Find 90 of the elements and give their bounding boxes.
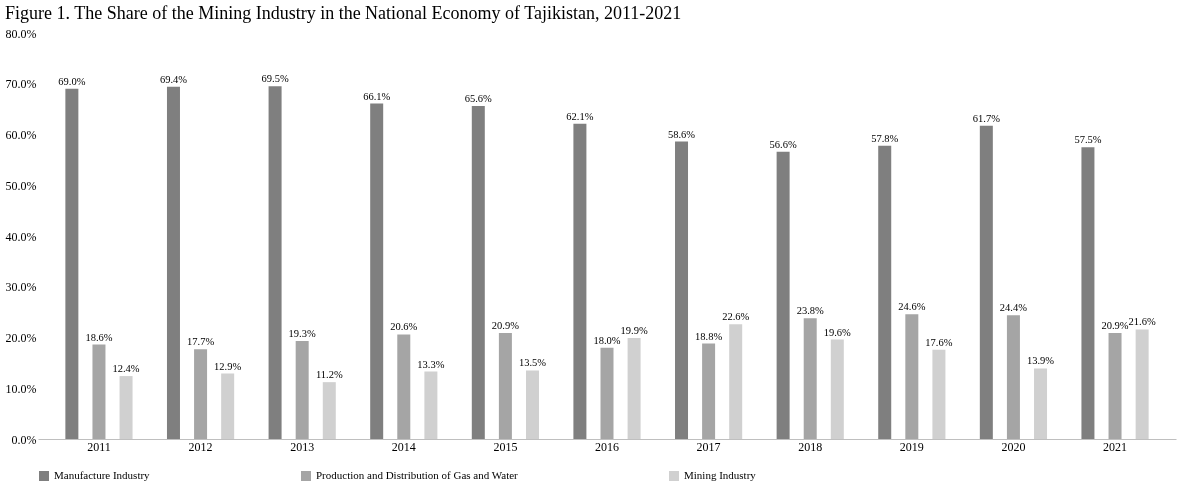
bar — [295, 341, 309, 439]
bar — [525, 370, 539, 439]
data-label: 13.9% — [1026, 355, 1055, 367]
bar — [92, 344, 106, 439]
data-label: 22.6% — [722, 311, 750, 323]
bar — [675, 141, 689, 439]
bar — [119, 376, 133, 439]
data-label: 18.6% — [85, 331, 113, 343]
bar — [905, 314, 919, 439]
data-label: 13.3% — [417, 358, 445, 370]
bar — [498, 332, 512, 439]
y-tick-label: 10.0% — [5, 381, 37, 396]
bar — [573, 123, 587, 439]
x-tick-label: 2012 — [188, 439, 213, 454]
x-tick-label: 2015 — [493, 439, 518, 454]
x-tick-label: 2016 — [595, 439, 619, 454]
data-label: 69.4% — [159, 73, 188, 85]
bar — [1135, 329, 1149, 439]
bar — [1081, 147, 1095, 439]
bar — [322, 382, 336, 439]
data-label: 13.5% — [518, 357, 547, 369]
data-label: 24.4% — [999, 302, 1028, 314]
data-label: 12.4% — [112, 363, 140, 375]
data-label: 57.5% — [1074, 134, 1102, 146]
y-tick-label: 30.0% — [5, 280, 37, 295]
bar — [729, 324, 743, 439]
bar — [397, 334, 411, 439]
bar — [600, 347, 614, 439]
legend-label: Manufacture Industry — [54, 469, 151, 481]
chart-title: Figure 1. The Share of the Mining Industry in the National Economy of Tajikistan, 2011-2021 — [5, 3, 682, 23]
data-label: 18.0% — [593, 334, 621, 346]
bar — [803, 318, 817, 439]
x-tick-label: 2011 — [87, 439, 111, 454]
data-label: 58.6% — [667, 128, 696, 140]
x-tick-label: 2021 — [1103, 439, 1128, 454]
y-tick-label: 60.0% — [5, 128, 37, 142]
bar — [268, 86, 282, 439]
bar — [1006, 315, 1020, 439]
y-tick-label: 70.0% — [5, 77, 37, 92]
data-label: 18.8% — [695, 330, 723, 342]
bar — [194, 349, 208, 439]
bar — [1034, 368, 1048, 439]
bar — [776, 151, 790, 439]
data-label: 12.9% — [214, 360, 242, 372]
bar — [627, 338, 641, 439]
x-tick-label: 2020 — [1001, 439, 1026, 454]
data-label: 66.1% — [363, 90, 391, 102]
data-label: 17.6% — [925, 336, 953, 348]
bar — [1108, 332, 1122, 439]
data-label: 61.7% — [972, 112, 1001, 124]
x-tick-label: 2014 — [391, 439, 416, 454]
legend-label: Production and Distribution of Gas and Water — [316, 469, 519, 481]
data-label: 20.6% — [390, 321, 418, 333]
bar — [370, 103, 384, 439]
data-label: 56.6% — [769, 138, 797, 150]
data-label: 57.8% — [871, 132, 899, 144]
data-label: 20.9% — [491, 319, 520, 331]
bar — [65, 88, 79, 439]
data-label: 69.0% — [58, 75, 86, 87]
bar — [471, 106, 485, 439]
data-label: 11.2% — [315, 369, 343, 381]
data-label: 21.6% — [1128, 316, 1156, 328]
data-label: 19.6% — [823, 326, 852, 338]
data-label: 20.9% — [1101, 319, 1129, 331]
bar — [424, 371, 438, 439]
data-label: 65.6% — [464, 93, 493, 105]
bar — [221, 373, 235, 439]
data-label: 23.8% — [796, 305, 825, 317]
y-tick-label: 40.0% — [5, 229, 37, 244]
bar — [166, 86, 180, 439]
x-tick-label: 2018 — [798, 439, 823, 454]
y-tick-label: 0.0% — [11, 432, 37, 447]
data-label: 69.5% — [261, 73, 289, 85]
y-tick-label: 50.0% — [5, 178, 37, 193]
bar — [979, 125, 993, 439]
x-tick-label: 2013 — [290, 439, 315, 454]
data-label: 19.9% — [620, 325, 648, 337]
data-label: 62.1% — [566, 110, 594, 122]
data-label: 24.6% — [898, 301, 926, 313]
bar — [932, 349, 946, 439]
legend-label: Mining Industry — [684, 469, 757, 481]
y-tick-label: 20.0% — [5, 331, 37, 345]
bar — [702, 343, 716, 439]
data-label: 17.7% — [187, 336, 215, 348]
x-tick-label: 2017 — [696, 439, 721, 454]
x-tick-label: 2019 — [899, 439, 924, 454]
y-tick-label: 80.0% — [5, 26, 37, 41]
bar — [830, 339, 844, 439]
data-label: 19.3% — [288, 328, 316, 340]
bar — [878, 145, 892, 439]
